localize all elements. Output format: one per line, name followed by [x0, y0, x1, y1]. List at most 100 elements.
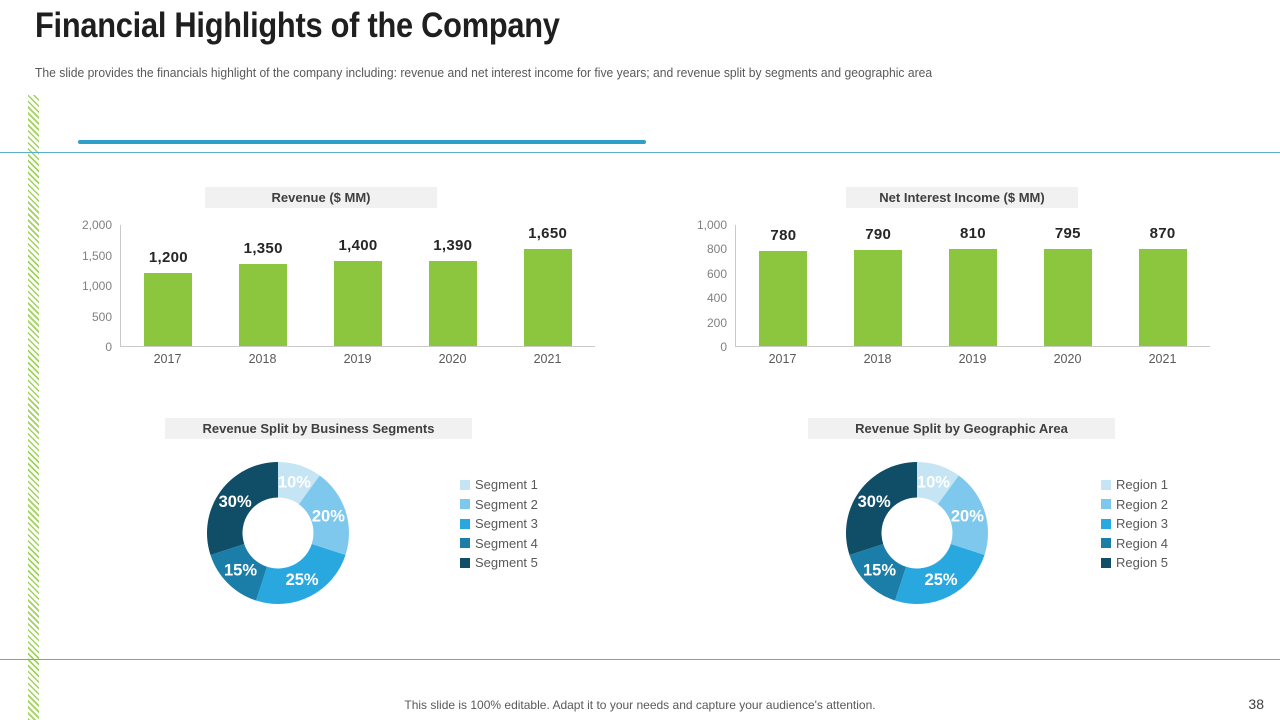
geographic-area-donut-chart: Revenue Split by Geographic Area 10% 20% 2…: [808, 418, 1258, 618]
y-tick-label: 600: [706, 266, 727, 281]
slice-percentage-label: 20%: [951, 508, 984, 526]
bar: [1043, 249, 1092, 346]
slice-percentage-label: 15%: [224, 562, 257, 580]
legend-item: Segment 1: [460, 475, 538, 495]
bar-value-label: 810: [960, 225, 986, 242]
slice-percentage-label: 15%: [863, 562, 896, 580]
x-axis-label: 2018: [248, 352, 277, 366]
legend-label: Segment 1: [475, 477, 538, 493]
y-tick-label: 0: [105, 340, 112, 354]
bar-column: 1,400: [311, 225, 406, 346]
y-tick-label: 500: [91, 309, 112, 324]
y-tick-label: 400: [706, 291, 727, 306]
slice-percentage-label: 30%: [858, 493, 891, 511]
y-tick-label: 200: [706, 315, 727, 330]
chart-title: Revenue Split by Business Segments: [165, 418, 472, 439]
bar-column: 1,350: [216, 225, 311, 346]
chart-title: Revenue ($ MM): [205, 187, 437, 208]
bar-column: 810: [926, 225, 1021, 346]
y-tick-label: 1,000: [696, 218, 727, 232]
slice-percentage-label: 25%: [286, 571, 319, 589]
revenue-bar-chart: Revenue ($ MM) 2,000 1,500 1,000 500 0 1,200…: [40, 187, 610, 382]
donut-slice: [278, 462, 320, 505]
business-segments-donut-chart: Revenue Split by Business Segments 10% 20…: [165, 418, 615, 618]
donut-slice: [206, 462, 278, 555]
legend-label: Segment 2: [475, 496, 538, 512]
chart-legend: Region 1 Region 2 Region 3 Region 4 Region 5: [1101, 475, 1168, 573]
legend-label: Region 4: [1116, 535, 1169, 551]
legend-swatch: [460, 518, 470, 529]
donut-slice: [895, 543, 985, 605]
legend-item: Region 2: [1101, 495, 1168, 515]
donut-plot: 10%20% 25% 15% 30%: [845, 462, 989, 605]
bar-value-label: 790: [865, 225, 892, 243]
bar: [759, 250, 808, 346]
x-axis-labels: 2017 2018 2019 2020 2021: [735, 352, 1210, 366]
x-axis-label: 2017: [768, 352, 797, 366]
legend-swatch: [460, 557, 470, 568]
y-tick-label: 1,500: [81, 248, 112, 263]
bar-column: 1,200: [121, 225, 216, 346]
chart-title: Revenue Split by Geographic Area: [808, 418, 1115, 439]
slide-subtitle: The slide provides the financials highli…: [35, 66, 933, 80]
bottom-divider-line: [0, 659, 1280, 660]
x-axis-label: 2018: [863, 352, 892, 366]
donut-slice: [256, 543, 346, 605]
donut-slice: [917, 462, 959, 505]
legend-label: Region 2: [1116, 496, 1169, 512]
legend-swatch: [1101, 557, 1111, 568]
legend-item: Region 1: [1101, 475, 1168, 495]
slice-percentage-label: 20%: [312, 508, 345, 526]
legend-item: Segment 2: [460, 495, 538, 515]
left-stripe-decoration: [28, 95, 39, 720]
bar-column: 870: [1115, 225, 1210, 346]
bar: [239, 263, 288, 346]
y-axis-ticks: 1,000 800 600 400 200 0: [655, 218, 727, 354]
bar: [948, 249, 997, 346]
bar-value-label: 1,200: [148, 248, 188, 266]
bar-value-label: 1,650: [528, 225, 568, 242]
page-number: 38: [1248, 696, 1264, 712]
legend-label: Segment 4: [475, 535, 538, 551]
legend-swatch: [460, 538, 470, 549]
legend-swatch: [1101, 479, 1111, 490]
bar-value-label: 795: [1054, 225, 1081, 242]
bar-column: 795: [1020, 225, 1115, 346]
legend-swatch: [1101, 499, 1111, 510]
y-tick-label: 0: [720, 340, 727, 354]
slice-percentage-label: 30%: [219, 493, 252, 511]
x-axis-label: 2021: [1148, 352, 1177, 366]
legend-label: Segment 5: [475, 555, 538, 571]
bar-value-label: 780: [770, 226, 797, 244]
chart-legend: Segment 1 Segment 2 Segment 3 Segment 4 Segm…: [460, 475, 538, 573]
legend-swatch: [1101, 538, 1111, 549]
legend-label: Region 5: [1116, 555, 1169, 571]
legend-swatch: [1101, 518, 1111, 529]
chart-title: Net Interest Income ($ MM): [846, 187, 1078, 208]
bar-value-label: 1,400: [338, 236, 378, 254]
x-axis-label: 2017: [153, 352, 182, 366]
title-underline-accent: [78, 140, 646, 144]
legend-item: Region 3: [1101, 514, 1168, 534]
bar: [333, 260, 382, 346]
bar-value-label: 870: [1149, 225, 1176, 242]
y-tick-label: 2,000: [81, 218, 112, 232]
y-tick-label: 800: [706, 242, 727, 257]
top-divider-line: [0, 152, 1280, 153]
y-tick-label: 1,000: [81, 279, 112, 293]
legend-item: Region 4: [1101, 534, 1168, 554]
donut-slice: [298, 475, 350, 555]
donut-slice: [845, 462, 917, 555]
bar-column: 1,650: [500, 225, 595, 346]
legend-label: Segment 3: [475, 516, 538, 532]
plot-area: 1,200 1,350 1,400 1,390 1,650: [120, 225, 595, 347]
y-axis-ticks: 2,000 1,500 1,000 500 0: [40, 218, 112, 354]
donut-slice: [210, 543, 268, 601]
x-axis-labels: 2017 2018 2019 2020 2021: [120, 352, 595, 366]
bar: [523, 249, 572, 346]
bar-value-label: 1,350: [243, 239, 283, 257]
legend-item: Region 5: [1101, 553, 1168, 573]
slice-percentage-label: 25%: [925, 571, 958, 589]
footer-note: This slide is 100% editable. Adapt it to…: [404, 698, 876, 712]
